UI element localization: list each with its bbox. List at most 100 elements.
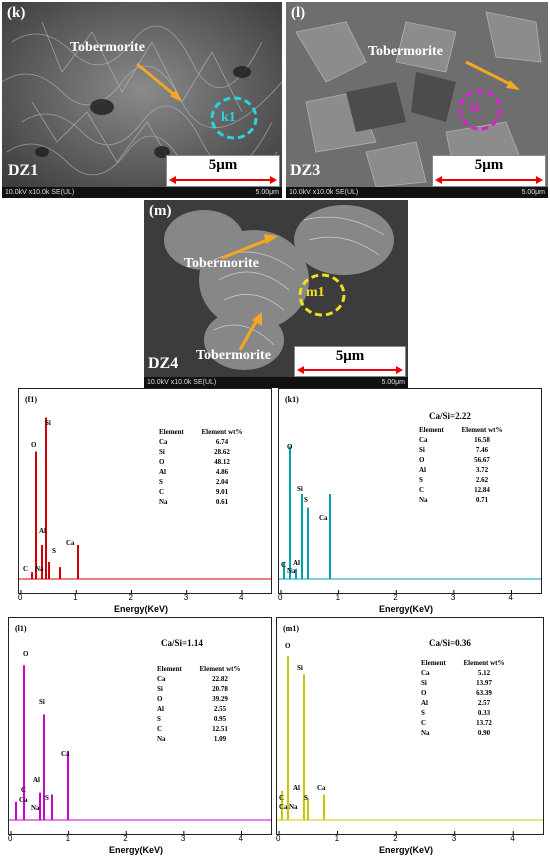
- peak-label: Na: [289, 803, 298, 811]
- x-tick-label: 1: [335, 593, 341, 602]
- element: C: [157, 725, 163, 733]
- x-tick-label: 2: [393, 834, 398, 843]
- sem-info-left: 10.0kV x10.0k SE(UL): [5, 189, 75, 196]
- table-row: S 0.95: [157, 714, 245, 724]
- element: Si: [159, 448, 165, 456]
- eds-panel-k1: (k1) Ca/Si=2.22 Element Element wt% Ca 16.…: [278, 388, 542, 594]
- table-header-wt: Element wt%: [463, 659, 505, 667]
- peak-label: Si: [297, 664, 303, 672]
- wt-value: 2.62: [475, 476, 489, 484]
- x-tick-label: 1: [334, 834, 340, 843]
- element: Al: [159, 468, 166, 476]
- eds-panel-m1: (m1) Ca/Si=0.36 Element Element wt% Ca 5.1…: [276, 617, 544, 835]
- spectrum-peak: [51, 794, 53, 820]
- table-row: Na 0.61: [159, 497, 247, 507]
- wt-value: 6.74: [215, 438, 229, 446]
- scale-box: 5μm: [166, 155, 280, 187]
- scale-bar: [435, 176, 543, 184]
- wt-value: 3.72: [475, 466, 489, 474]
- table-row: C 13.72: [421, 718, 509, 728]
- tobermorite-label: Tobermorite: [368, 44, 443, 59]
- table-row: O 56.67: [419, 455, 507, 465]
- element: Ca: [157, 675, 166, 683]
- x-tick-label: 3: [450, 593, 456, 602]
- x-tick-label: 1: [73, 593, 78, 602]
- x-axis-title: Energy(KeV): [109, 845, 164, 855]
- table-row: Si 28.62: [159, 447, 247, 457]
- peak-label: Ca: [61, 750, 70, 758]
- spectrum-peak: [287, 656, 289, 820]
- wt-value: 0.90: [477, 729, 491, 737]
- table-header-element: Element: [419, 426, 444, 434]
- scale-text: 5μm: [335, 348, 365, 364]
- element: Si: [421, 679, 427, 687]
- peak-label: S: [45, 794, 49, 802]
- table-row: Si 7.46: [419, 445, 507, 455]
- panel-label-m: (m): [149, 203, 172, 219]
- wt-value: 0.61: [215, 498, 229, 506]
- sem-info-right: 5.00μm: [521, 189, 546, 196]
- spectrum-peak: [23, 665, 25, 820]
- peak-label: Si: [45, 419, 51, 427]
- table-row: C 9.01: [159, 487, 247, 497]
- sample-label-dz3: DZ3: [290, 162, 321, 179]
- peak-label: Al: [33, 776, 40, 784]
- peak-label: Ca: [279, 803, 288, 811]
- eds-panel-l1: (l1) Ca/Si=1.14 Element Element wt% Ca 22.…: [8, 617, 272, 835]
- eds-spectrum: [9, 665, 271, 834]
- tobermorite-label-2: Tobermorite: [196, 348, 271, 363]
- sem-image-k: (k) Tobermorite k1 DZ1 5μm 10.0kV x10.0k…: [2, 2, 282, 198]
- panel-label: (f1): [25, 395, 37, 404]
- table-row: Al 2.55: [157, 704, 245, 714]
- spectrum-peak: [43, 714, 45, 820]
- x-tick-label: 3: [183, 593, 189, 602]
- spectrum-peak: [307, 798, 309, 820]
- element: Ca: [419, 436, 428, 444]
- sem-image-l: (l) Tobermorite l1 DZ3 5μm 10.0kV x10.0k…: [286, 2, 548, 198]
- element: Na: [157, 735, 166, 743]
- panel-label-l: (l): [291, 5, 306, 21]
- x-tick-label: 0: [8, 834, 13, 843]
- tobermorite-label: Tobermorite: [70, 40, 145, 55]
- peak-label: C: [21, 786, 27, 794]
- element: Na: [419, 496, 428, 504]
- scale-text: 5μm: [474, 157, 504, 173]
- sem-info-bar: 10.0kV x10.0k SE(UL) 5.00μm: [2, 187, 282, 198]
- peak-label: C: [23, 565, 29, 573]
- x-tick-label: 4: [238, 834, 243, 843]
- sem-info-right: 5.00μm: [255, 189, 280, 196]
- table-row: Na 0.90: [421, 728, 509, 738]
- wt-value: 13.97: [476, 679, 492, 687]
- spectrum-peak: [77, 545, 79, 579]
- element: Na: [159, 498, 168, 506]
- peak-label: C: [279, 794, 285, 802]
- wt-value: 39.29: [212, 695, 228, 703]
- spectrum-peak: [45, 417, 47, 579]
- wt-value: 0.95: [213, 715, 227, 723]
- spectrum-peak: [307, 507, 309, 579]
- x-tick-label: 1: [65, 834, 71, 843]
- element: S: [421, 709, 425, 717]
- table-row: Na 0.71: [419, 495, 507, 505]
- wt-value: 2.57: [477, 699, 491, 707]
- x-axis-title: Energy(KeV): [379, 604, 434, 614]
- element: O: [159, 458, 165, 466]
- peak-label: Si: [297, 485, 303, 493]
- element: C: [421, 719, 427, 727]
- wt-value: 0.71: [475, 496, 489, 504]
- peak-label: Al: [293, 784, 300, 792]
- sem-info-left: 10.0kV x10.0k SE(UL): [147, 379, 217, 386]
- peak-label: Al: [39, 527, 46, 535]
- scale-bar: [297, 366, 403, 374]
- peak-label: Na: [31, 804, 40, 812]
- wt-value: 48.12: [214, 458, 230, 466]
- table-row: Ca 6.74: [159, 437, 247, 447]
- eds-panel-f1: (f1) Element Element wt% Ca 6.74 Si 28.62 O…: [18, 388, 272, 594]
- table-row: Si 20.78: [157, 684, 245, 694]
- wt-value: 4.86: [215, 468, 229, 476]
- x-tick-label: 3: [180, 834, 186, 843]
- wt-value: 16.58: [474, 436, 490, 444]
- panel-label-k: (k): [7, 5, 26, 21]
- element: O: [421, 689, 427, 697]
- marker-l1: l1: [470, 101, 481, 116]
